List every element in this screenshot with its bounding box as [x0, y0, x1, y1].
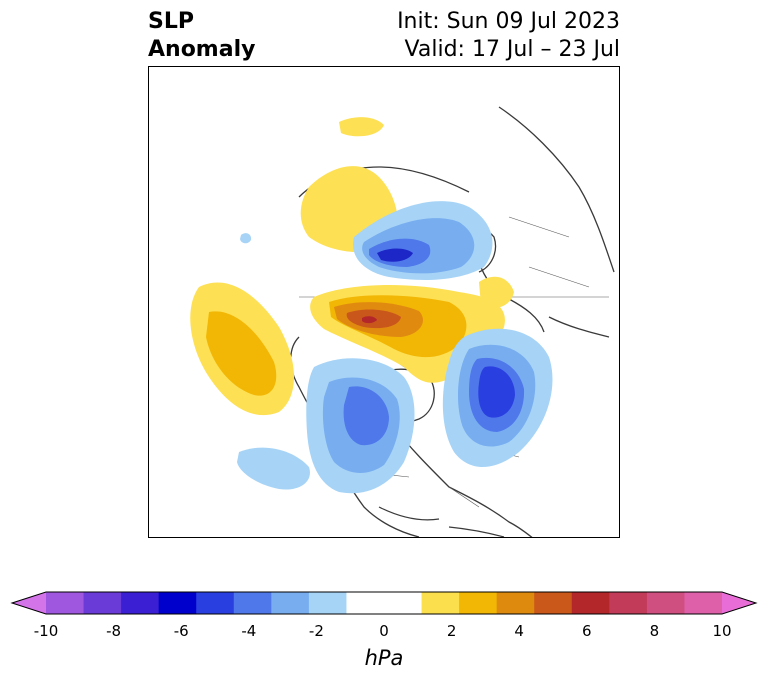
- tick-label: 6: [582, 622, 592, 640]
- anomaly-negative-southwest: [237, 447, 310, 490]
- negative-anomalies: [237, 201, 553, 494]
- colorbar-ticks: -10 -8 -6 -4 -2 0 2 4 6 8 10: [0, 622, 768, 644]
- colorbar-outline: [10, 591, 758, 615]
- tick-label: 4: [514, 622, 524, 640]
- title-line-2: Anomaly: [148, 37, 256, 62]
- colorbar-cell: [233, 592, 272, 614]
- asia-coast: [498, 106, 615, 273]
- colorbar-unit-label: hPa: [364, 646, 404, 670]
- colorbar-cell: [346, 592, 385, 614]
- colorbar-cell: [684, 592, 723, 614]
- anomaly-map: [190, 106, 615, 537]
- map-panel: [148, 66, 620, 538]
- anomaly-positive-pacific-l2: [206, 311, 277, 396]
- map-title: SLP Anomaly: [148, 8, 255, 64]
- tick-label: -10: [33, 622, 59, 640]
- alaska: [548, 316, 610, 338]
- anomaly-negative-atlantic-core: [478, 366, 515, 418]
- colorbar-cell: [496, 592, 535, 614]
- anomaly-negative-dot: [240, 233, 252, 244]
- colorbar-cell: [421, 592, 460, 614]
- colorbar-cell: [308, 592, 347, 614]
- anomaly-negative-arctic-core: [377, 248, 413, 262]
- anomaly-positive-greenland-core: [362, 316, 377, 324]
- colorbar-cell: [384, 592, 423, 614]
- anomaly-positive-north-small: [339, 117, 384, 137]
- title-line-1: SLP: [148, 9, 194, 34]
- init-date: Init: Sun 09 Jul 2023: [397, 9, 620, 34]
- colorbar-cell: [46, 592, 85, 614]
- colorbar: [10, 591, 758, 615]
- tick-label: 10: [712, 622, 732, 640]
- tick-label: 8: [649, 622, 660, 640]
- colorbar-cell: [83, 592, 122, 614]
- tick-label: -2: [308, 622, 324, 640]
- tick-label: -8: [106, 622, 122, 640]
- gulf-coast: [378, 506, 505, 537]
- anomaly-positive-siberia: [479, 276, 514, 309]
- colorbar-cell: [121, 592, 160, 614]
- colorbar-extend-max: [722, 592, 756, 614]
- anomaly-negative-north-america-l3: [343, 386, 389, 446]
- tick-label: 0: [379, 622, 389, 640]
- colorbar-cell: [158, 592, 197, 614]
- colorbar-cell: [196, 592, 235, 614]
- north-america-east-coast: [393, 426, 533, 537]
- colorbar-extend-min: [12, 592, 46, 614]
- colorbar-cell: [271, 592, 310, 614]
- tick-label: 2: [446, 622, 457, 640]
- colorbar-cell: [571, 592, 610, 614]
- colorbar-cell: [646, 592, 685, 614]
- valid-period: Init: Sun 09 Jul 2023 Valid: 17 Jul – 23…: [397, 8, 620, 64]
- valid-range: Valid: 17 Jul – 23 Jul: [404, 37, 620, 62]
- colorbar-cells: [12, 592, 756, 614]
- colorbar-cell: [609, 592, 648, 614]
- colorbar-cell: [534, 592, 573, 614]
- tick-label: -6: [173, 622, 189, 640]
- tick-label: -4: [241, 622, 257, 640]
- colorbar-cell: [459, 592, 498, 614]
